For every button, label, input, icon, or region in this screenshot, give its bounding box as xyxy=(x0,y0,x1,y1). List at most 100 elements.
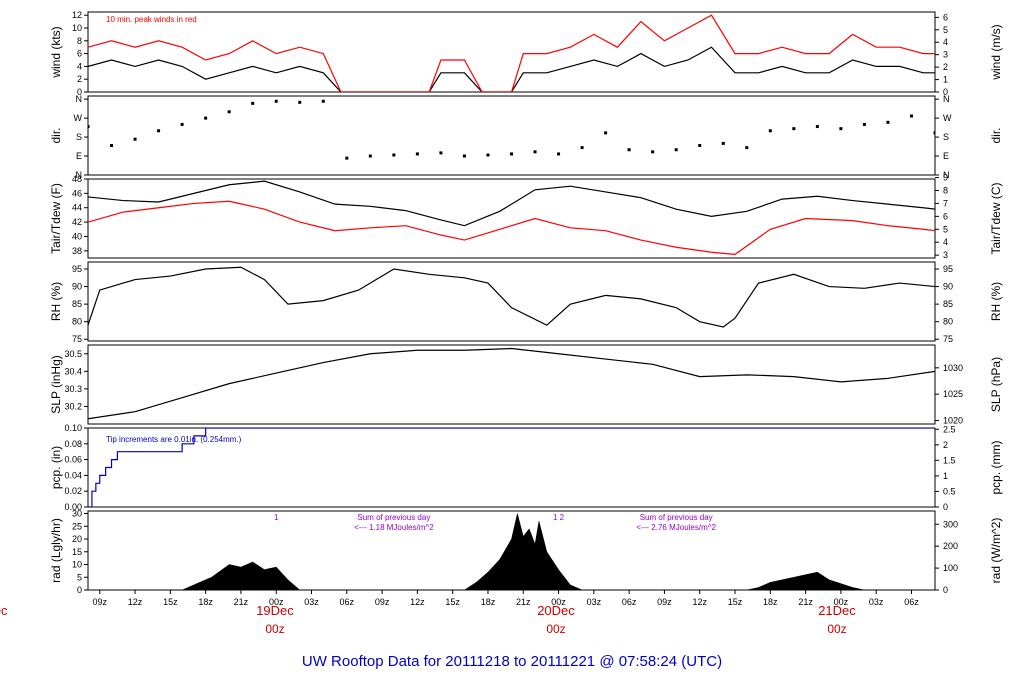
pcp-ytick-right-label: 1.5 xyxy=(943,455,956,465)
dir-point xyxy=(604,131,608,135)
slp-ylabel-right: SLP (hPa) xyxy=(989,357,1003,412)
pcp-ytick-label: 0.10 xyxy=(64,423,82,433)
dir-point xyxy=(298,100,302,104)
wind-ytick-right-label: 2 xyxy=(943,62,948,72)
rh-frame xyxy=(87,261,936,342)
wind-series-line xyxy=(88,46,935,92)
dir-point xyxy=(251,101,255,105)
dir-point xyxy=(462,154,466,158)
wind-ytick-label: 2 xyxy=(77,74,82,84)
date-label-day: 19Dec xyxy=(256,603,294,618)
pcp-ylabel: pcp. (in) xyxy=(49,446,63,489)
dir-point xyxy=(274,99,278,103)
x-tick-label: 15z xyxy=(728,597,743,607)
date-label-hour: 00z xyxy=(265,622,284,636)
x-tick-label: 15z xyxy=(163,597,178,607)
dir-point xyxy=(157,129,161,133)
rh-ytick-right-label: 85 xyxy=(943,299,953,309)
wind-ytick-label: 0 xyxy=(77,87,82,97)
slp-ylabel: SLP (inHg) xyxy=(49,355,63,413)
rh-plot-area xyxy=(88,266,935,328)
rad-annotation: <--- 1.18 MJoules/m^2 xyxy=(354,523,434,532)
x-tick-label: 00z xyxy=(551,597,566,607)
temp-plot-area xyxy=(88,180,935,256)
rad-series-area xyxy=(88,513,935,590)
dir-point xyxy=(204,116,208,120)
slp-ytick-label: 30.2 xyxy=(64,401,82,411)
rh-ytick-right-label: 80 xyxy=(943,317,953,327)
x-tick-label: 21z xyxy=(516,597,531,607)
rh-ylabel: RH (%) xyxy=(49,282,63,321)
pcp-plot-area xyxy=(88,428,935,507)
wind-plot-area xyxy=(88,14,935,92)
dir-point xyxy=(815,125,819,129)
dir-point xyxy=(227,110,231,114)
rad-ylabel: rad (Lgly/hr) xyxy=(49,518,63,583)
pcp-ytick-label: 0.06 xyxy=(64,455,82,465)
rad-ytick-right-label: 300 xyxy=(943,519,958,529)
dir-point xyxy=(792,127,796,131)
rad-ytick-label: 15 xyxy=(72,547,82,557)
rh-ytick-right-label: 95 xyxy=(943,264,953,274)
temp-ytick-label: 46 xyxy=(72,188,82,198)
x-tick-label: 21z xyxy=(234,597,249,607)
pcp-series-line xyxy=(88,428,935,507)
x-tick-label: 03z xyxy=(869,597,884,607)
wind-ytick-right-label: 1 xyxy=(943,75,948,85)
x-tick-label: 15z xyxy=(445,597,460,607)
rh-ytick-label: 95 xyxy=(72,264,82,274)
dir-point xyxy=(886,120,890,124)
dir-point xyxy=(368,154,372,158)
rad-annotation: 1 xyxy=(274,513,279,522)
dir-point xyxy=(745,146,749,150)
dir-point xyxy=(557,152,561,156)
x-tick-label: 09z xyxy=(657,597,672,607)
x-tick-label: 06z xyxy=(904,597,919,607)
temp-ytick-right-label: 3 xyxy=(943,250,948,260)
panel-temp: 38 40 42 44 46 48 3 4 5 6 7 8 9 Tair/Tdew (F) Tair/Tde… xyxy=(49,173,1003,261)
dir-ylabel: dir. xyxy=(49,127,63,143)
temp-frame xyxy=(87,178,936,259)
x-tick-label: 21z xyxy=(798,597,813,607)
rad-ytick-right-label: 0 xyxy=(943,585,948,595)
temp-ytick-right-label: 8 xyxy=(943,185,948,195)
dir-point xyxy=(88,125,90,129)
dir-point xyxy=(651,150,655,154)
rad-ytick-label: 30 xyxy=(72,509,82,519)
x-tick-label: 12z xyxy=(692,597,707,607)
slp-ytick-label: 30.5 xyxy=(64,349,82,359)
date-label-hour: 00z xyxy=(546,622,565,636)
wind-series-line xyxy=(88,14,935,92)
dir-point xyxy=(839,127,843,131)
dir-ytick-label: S xyxy=(76,132,82,142)
wind-ytick-right-label: 3 xyxy=(943,50,948,60)
slp-ytick-label: 30.3 xyxy=(64,384,82,394)
dir-ytick-label: W xyxy=(74,113,83,123)
dir-frame xyxy=(87,95,936,176)
wind-ytick-label: 4 xyxy=(77,61,82,71)
temp-ytick-right-label: 5 xyxy=(943,224,948,234)
dir-point xyxy=(510,152,513,156)
wind-ytick-label: 8 xyxy=(77,36,82,46)
slp-series-line xyxy=(88,347,935,420)
pcp-ylabel-right: pcp. (mm) xyxy=(989,440,1003,494)
x-axis: 09z 12z 15z 18z 21z 00z 03z 06z 09z 12z 15z 18z 21z 0… xyxy=(0,590,919,636)
wind-ylabel-right: wind (m/s) xyxy=(989,24,1003,80)
wind-ytick-label: 6 xyxy=(77,49,82,59)
temp-ytick-label: 48 xyxy=(72,174,82,184)
x-tick-label: 00z xyxy=(269,597,284,607)
x-tick-label: 18z xyxy=(481,597,496,607)
dir-ytick-right-label: W xyxy=(943,113,952,123)
panel-rh: 75 80 85 90 95 75 80 85 90 95 RH (%) RH (%) xyxy=(49,261,1003,344)
date-label-day: 21Dec xyxy=(818,603,856,618)
x-tick-label: 09z xyxy=(93,597,108,607)
rh-ylabel-right: RH (%) xyxy=(989,282,1003,321)
dir-point xyxy=(721,141,725,145)
temp-ytick-label: 42 xyxy=(72,217,82,227)
rh-ytick-right-label: 90 xyxy=(943,282,953,292)
dir-ytick-right-label: N xyxy=(943,94,950,104)
dir-point xyxy=(580,146,584,150)
